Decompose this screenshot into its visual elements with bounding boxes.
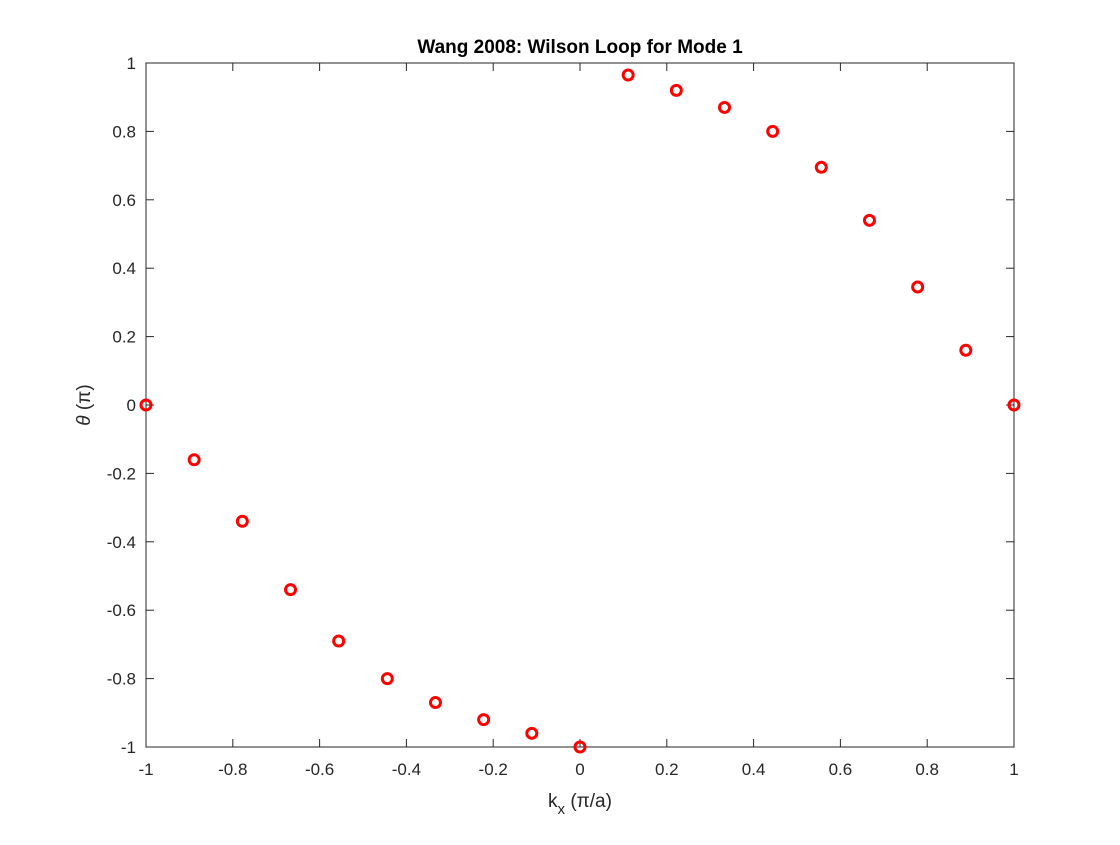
- x-axis-label-main: k: [548, 791, 558, 812]
- data-point: [235, 514, 249, 528]
- y-tick-label: 0.4: [112, 259, 136, 278]
- y-axis-label: θ (π): [74, 384, 95, 425]
- y-tick-label: -0.6: [107, 601, 136, 620]
- plot-area: [146, 63, 1014, 747]
- data-point: [621, 68, 635, 82]
- y-tick-label: 0.8: [112, 122, 136, 141]
- data-point: [139, 398, 153, 412]
- data-point: [332, 634, 346, 648]
- data-point: [477, 713, 491, 727]
- chart-title: Wang 2008: Wilson Loop for Mode 1: [417, 37, 743, 58]
- x-tick-label: -0.6: [305, 760, 334, 779]
- data-point: [862, 213, 876, 227]
- y-axis-label-units: (π): [74, 384, 95, 415]
- data-point: [284, 583, 298, 597]
- data-point: [1007, 398, 1021, 412]
- x-tick-label: 1: [1009, 760, 1018, 779]
- x-axis-label-subscript: x: [558, 801, 566, 818]
- x-tick-label: 0.8: [915, 760, 939, 779]
- data-point: [766, 124, 780, 138]
- data-point: [959, 343, 973, 357]
- x-axis-label-units: (π/a): [565, 791, 612, 812]
- x-tick-label: 0.6: [829, 760, 853, 779]
- x-tick-label: -0.2: [479, 760, 508, 779]
- data-point: [380, 672, 394, 686]
- data-point: [428, 696, 442, 710]
- x-tick-label: -1: [138, 760, 153, 779]
- y-tick-label: 0.2: [112, 328, 136, 347]
- x-tick-label: 0: [575, 760, 584, 779]
- y-tick-label: 1: [127, 54, 136, 73]
- y-tick-label: -1: [121, 738, 136, 757]
- data-point: [187, 453, 201, 467]
- x-tick-label: -0.4: [392, 760, 421, 779]
- x-axis-label: kx (π/a): [548, 791, 612, 818]
- data-point: [718, 100, 732, 114]
- y-tick-label: 0: [127, 396, 136, 415]
- y-tick-label: -0.8: [107, 670, 136, 689]
- data-point: [814, 160, 828, 174]
- y-axis-label-symbol: θ: [74, 415, 95, 426]
- y-tick-label: -0.4: [107, 533, 136, 552]
- x-tick-label: 0.4: [742, 760, 766, 779]
- x-tick-label: 0.2: [655, 760, 679, 779]
- y-tick-label: -0.2: [107, 464, 136, 483]
- data-point: [669, 83, 683, 97]
- data-point: [911, 280, 925, 294]
- x-tick-label: -0.8: [218, 760, 247, 779]
- data-point: [573, 740, 587, 754]
- y-tick-label: 0.6: [112, 191, 136, 210]
- data-point: [525, 726, 539, 740]
